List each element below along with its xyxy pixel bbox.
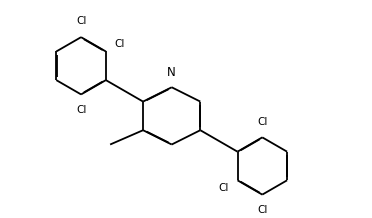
Text: Cl: Cl [257, 205, 267, 215]
Text: Cl: Cl [114, 39, 125, 49]
Text: Cl: Cl [76, 105, 86, 115]
Text: Cl: Cl [219, 183, 229, 193]
Text: Cl: Cl [76, 16, 86, 26]
Text: N: N [167, 66, 176, 79]
Text: Cl: Cl [257, 117, 267, 127]
